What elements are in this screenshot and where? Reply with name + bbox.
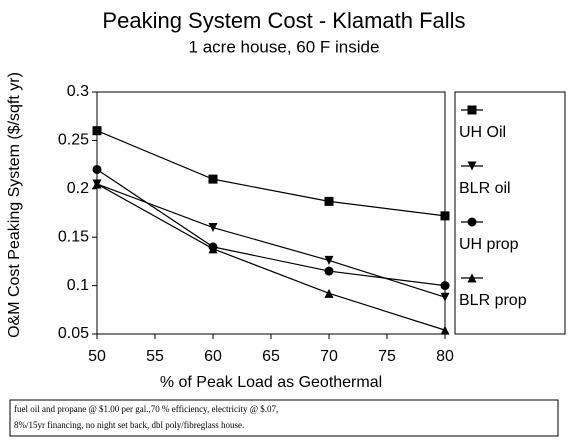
x-tick-label: 50 (88, 348, 106, 365)
y-tick-label: 0.3 (67, 83, 89, 100)
series-line (96, 168, 446, 287)
chart-subtitle: 1 acre house, 60 F inside (189, 37, 380, 56)
y-tick-label: 0.05 (58, 325, 89, 342)
legend-label: BLR oil (459, 180, 511, 197)
note-box (9, 399, 559, 437)
x-axis-label: % of Peak Load as Geothermal (160, 374, 382, 391)
legend-marker (467, 273, 477, 283)
note-line: fuel oil and propane @ $1.00 per gal.,70… (14, 404, 278, 414)
y-tick-label: 0.15 (58, 228, 89, 245)
data-point (324, 196, 334, 206)
legend-marker (467, 217, 477, 227)
y-tick-label: 0.25 (58, 132, 89, 149)
y-axis-label: O&M Cost Peaking System ($/sqft yr) (6, 72, 23, 338)
x-tick-label: 55 (146, 348, 164, 365)
x-tick-label: 75 (378, 348, 396, 365)
series-line (96, 183, 446, 298)
series-line (96, 183, 446, 331)
x-tick-label: 80 (436, 348, 454, 365)
data-point (440, 292, 450, 302)
legend-label: UH Oil (459, 124, 506, 141)
y-tick-label: 0.2 (67, 180, 89, 197)
legend-box (454, 91, 566, 335)
data-point (92, 164, 102, 174)
data-point (208, 244, 218, 254)
data-point (324, 266, 334, 276)
note-line: 8%/15yr financing, no night set back, db… (14, 420, 244, 430)
data-point (440, 211, 450, 221)
x-tick-label: 65 (262, 348, 280, 365)
y-tick-label: 0.1 (67, 277, 89, 294)
data-point (208, 223, 218, 233)
data-point (440, 325, 450, 335)
x-tick-label: 70 (320, 348, 338, 365)
data-point (92, 126, 102, 136)
x-tick-label: 60 (204, 348, 222, 365)
legend-marker (467, 161, 477, 171)
data-point (324, 288, 334, 298)
legend-marker (467, 105, 477, 115)
series-line (96, 130, 446, 217)
data-point (324, 255, 334, 265)
legend-label: BLR prop (459, 292, 527, 309)
chart-title: Peaking System Cost - Klamath Falls (102, 8, 465, 33)
data-point (208, 174, 218, 184)
legend-label: UH prop (459, 236, 519, 253)
data-point (92, 179, 102, 189)
data-point (440, 281, 450, 291)
